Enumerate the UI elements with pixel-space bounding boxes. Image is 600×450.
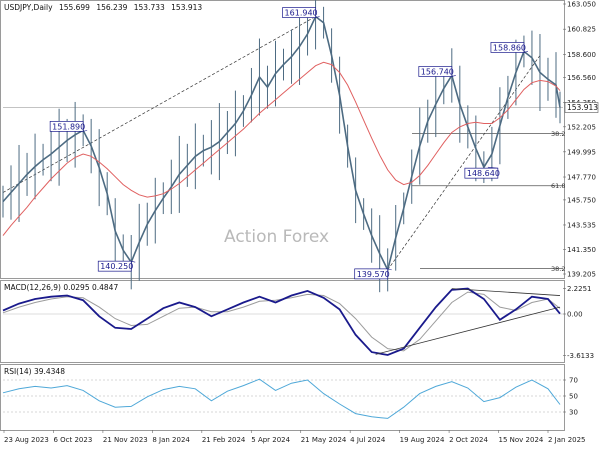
callout-leader-6 [523, 51, 529, 53]
fib-levels: 38.2 61.8 38.2 [412, 130, 565, 273]
price-y-tick-3: 156.560 [567, 74, 596, 82]
x-tick-2: 21 Nov 2023 [103, 436, 148, 444]
x-tick-0: 23 Aug 2023 [4, 436, 49, 444]
rsi-guides [3, 379, 563, 413]
callout-label-4: 156.740 [421, 67, 454, 76]
macd-y-tick-1: 0.00 [567, 311, 583, 319]
macd-title: MACD(12,26,9) 0.0295 0.4847 [4, 283, 118, 292]
price-trendline-1 [387, 55, 541, 271]
rsi-y-tick-1: 50 [569, 393, 578, 401]
callout-leader-1 [131, 260, 136, 263]
ohlc-low: 153.733 [134, 3, 165, 12]
callout-label-3: 139.570 [357, 270, 390, 279]
ohlc-high: 156.239 [96, 3, 127, 12]
price-y-tick-1: 160.825 [567, 26, 596, 34]
x-tick-4: 21 Feb 2024 [202, 436, 246, 444]
rsi-title: RSI(14) 39.4348 [4, 367, 65, 376]
macd-y-axis: 2.2251 0.00 -3.6133 [563, 285, 594, 360]
price-trendlines [2, 16, 563, 271]
macd-series [2, 287, 561, 356]
macd-panel [0, 280, 565, 363]
callout-label-1: 140.250 [100, 262, 133, 271]
price-y-tick-2: 158.600 [567, 51, 596, 59]
x-tick-8: 19 Aug 2024 [400, 436, 445, 444]
price-y-tick-11: 139.205 [567, 271, 596, 279]
price-y-tick-6: 149.995 [567, 148, 596, 156]
callout-leader-3 [387, 268, 392, 271]
price-y-tick-10: 141.350 [567, 246, 596, 254]
macd-trendlines [375, 288, 561, 355]
callout-2: 161.940 [282, 7, 320, 18]
macd-trendline-1 [451, 288, 561, 296]
callout-label-0: 151.890 [52, 122, 85, 131]
last-price-box [564, 102, 599, 113]
callout-3: 139.570 [354, 268, 392, 280]
callout-label-2: 161.940 [285, 9, 318, 18]
callout-box-1 [97, 260, 132, 272]
rsi-y-axis: 70 50 30 [563, 377, 578, 417]
price-y-tick-9: 143.535 [567, 221, 596, 229]
callout-leader-2 [315, 16, 320, 18]
x-tick-6: 21 May 2024 [301, 436, 347, 444]
watermark: Action Forex [224, 227, 329, 247]
price-y-tick-5: 152.205 [567, 123, 596, 131]
callout-5: 148.640 [464, 166, 500, 179]
rsi-series-rsi [2, 378, 561, 419]
x-tick-7: 4 Jul 2024 [350, 436, 386, 444]
rsi-y-tick-2: 30 [569, 409, 578, 417]
last-price-label: 153.913 [567, 103, 598, 112]
callout-0: 151.890 [49, 121, 88, 132]
callout-box-4 [418, 66, 453, 77]
price-title: USDJPY,Daily 155.699 156.239 153.733 153… [4, 3, 202, 12]
callout-box-0 [49, 121, 84, 132]
callout-6: 158.860 [490, 42, 529, 53]
price-y-tick-0: 163.050 [567, 1, 596, 9]
fib-label-0: 38.2 [551, 130, 565, 138]
callout-leader-4 [451, 75, 456, 77]
callout-4: 156.740 [418, 66, 456, 77]
x-tick-1: 6 Oct 2023 [53, 436, 92, 444]
callout-1: 140.250 [97, 260, 136, 272]
last-price-marker: 153.913 [564, 102, 599, 113]
rsi-panel [0, 364, 565, 431]
callout-box-3 [354, 268, 389, 280]
rsi-series [2, 378, 561, 419]
macd-trendline-0 [375, 306, 561, 355]
callout-label-6: 158.860 [493, 43, 526, 52]
callout-leader-0 [83, 130, 88, 132]
price-callouts: 151.890 140.250 161.940 139.570 156.740 148.6… [49, 7, 529, 280]
rsi-y-tick-0: 70 [569, 377, 578, 385]
x-tick-10: 15 Nov 2024 [499, 436, 544, 444]
x-tick-11: 2 Jan 2025 [548, 436, 586, 444]
ohlc-open: 155.699 [59, 3, 90, 12]
symbol-title: USDJPY,Daily [4, 3, 53, 12]
callout-box-6 [490, 42, 525, 53]
x-tick-5: 5 Apr 2024 [251, 436, 290, 444]
price-series-moving-average [2, 61, 561, 236]
x-tick-3: 8 Jan 2024 [152, 436, 190, 444]
x-tick-9: 2 Oct 2024 [449, 436, 488, 444]
price-panel [0, 0, 565, 279]
macd-series-macd [2, 287, 561, 356]
price-y-tick-7: 147.770 [567, 174, 596, 182]
macd-y-tick-0: 2.2251 [567, 285, 592, 293]
x-axis: 23 Aug 2023 6 Oct 2023 21 Nov 2023 8 Jan 20… [3, 430, 586, 444]
callout-leader-5 [487, 166, 498, 169]
price-y-tick-8: 145.750 [567, 196, 596, 204]
callout-box-2 [282, 7, 316, 18]
fib-label-1: 61.8 [551, 182, 565, 190]
macd-y-tick-2: -3.6133 [567, 352, 594, 360]
fib-label-2: 38.2 [551, 265, 565, 273]
callout-label-5: 148.640 [467, 169, 500, 178]
price-y-axis: 163.050160.825158.600156.560154.350152.2… [563, 1, 596, 279]
callout-box-5 [464, 167, 499, 179]
ohlc-close: 153.913 [171, 3, 202, 12]
